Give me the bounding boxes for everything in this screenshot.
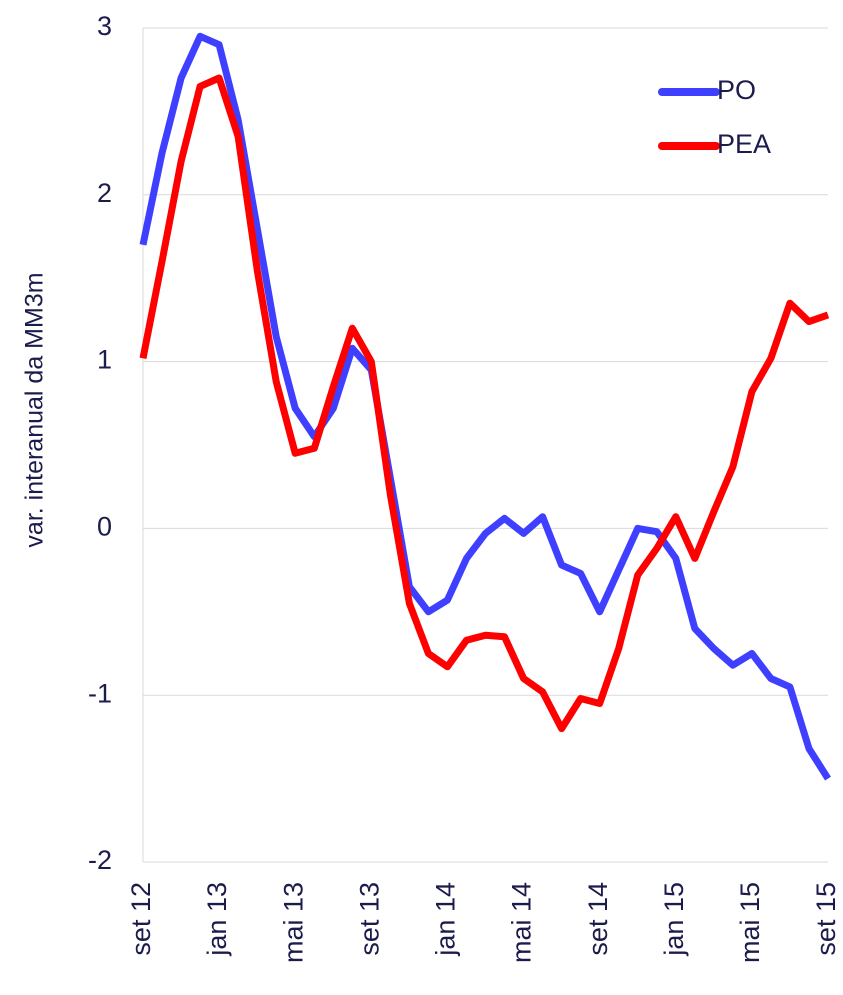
series-line xyxy=(139,74,830,733)
x-tick-label: set 14 xyxy=(583,882,613,956)
x-tick-label: jan 13 xyxy=(202,882,232,957)
x-tick-label: jan 14 xyxy=(431,882,461,957)
x-tick-label: set 13 xyxy=(354,882,384,956)
y-tick-label: 3 xyxy=(97,11,112,41)
x-tick-label: mai 15 xyxy=(735,882,765,963)
y-tick-label: 1 xyxy=(97,345,112,375)
x-tick-label: mai 14 xyxy=(507,882,537,963)
x-tick-label: mai 13 xyxy=(278,882,308,963)
legend-label: PO xyxy=(717,75,756,105)
series-line xyxy=(139,32,831,781)
y-tick-label: -2 xyxy=(88,845,112,875)
y-tick-label: 2 xyxy=(97,178,112,208)
y-tick-label: -1 xyxy=(88,678,112,708)
x-tick-label: set 15 xyxy=(811,882,841,956)
y-axis-label: var. interanual da MM3m xyxy=(21,272,49,547)
x-tick-label: jan 15 xyxy=(659,882,689,957)
legend-label: PEA xyxy=(717,129,771,159)
x-tick-label: set 12 xyxy=(126,882,156,956)
y-tick-label: 0 xyxy=(97,512,112,542)
